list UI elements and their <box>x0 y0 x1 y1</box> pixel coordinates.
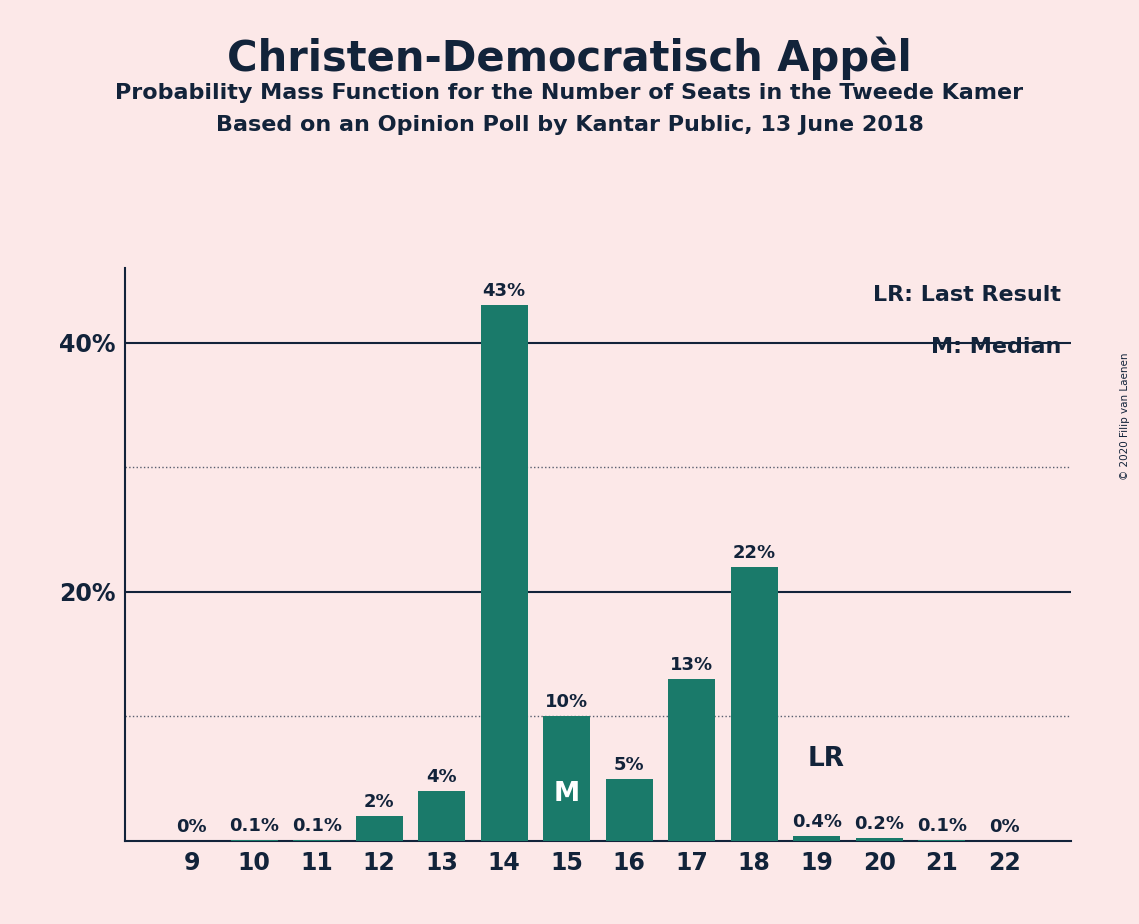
Bar <box>231 840 278 841</box>
Bar <box>355 816 403 841</box>
Text: 0%: 0% <box>989 818 1019 836</box>
Text: 0.1%: 0.1% <box>229 817 279 834</box>
Bar <box>855 838 903 841</box>
Bar <box>793 836 841 841</box>
Text: © 2020 Filip van Laenen: © 2020 Filip van Laenen <box>1120 352 1130 480</box>
Text: 4%: 4% <box>426 768 457 786</box>
Text: 0.1%: 0.1% <box>292 817 342 834</box>
Text: 0.2%: 0.2% <box>854 815 904 833</box>
Text: M: Median: M: Median <box>931 336 1062 357</box>
Text: 0.4%: 0.4% <box>792 813 842 831</box>
Text: 5%: 5% <box>614 756 645 773</box>
Bar <box>418 791 465 841</box>
Text: 2%: 2% <box>363 793 394 811</box>
Bar <box>293 840 341 841</box>
Text: 43%: 43% <box>483 283 526 300</box>
Text: LR: LR <box>808 747 845 772</box>
Text: Based on an Opinion Poll by Kantar Public, 13 June 2018: Based on an Opinion Poll by Kantar Publi… <box>215 115 924 135</box>
Text: 0.1%: 0.1% <box>917 817 967 834</box>
Bar <box>918 840 965 841</box>
Text: 10%: 10% <box>546 693 588 711</box>
Bar <box>481 305 527 841</box>
Bar <box>669 679 715 841</box>
Text: 22%: 22% <box>732 544 776 562</box>
Text: Christen-Democratisch Appèl: Christen-Democratisch Appèl <box>227 37 912 80</box>
Text: LR: Last Result: LR: Last Result <box>874 286 1062 305</box>
Bar <box>543 716 590 841</box>
Text: 13%: 13% <box>670 656 713 674</box>
Text: Probability Mass Function for the Number of Seats in the Tweede Kamer: Probability Mass Function for the Number… <box>115 83 1024 103</box>
Bar <box>606 779 653 841</box>
Bar <box>731 566 778 841</box>
Text: 0%: 0% <box>177 818 207 836</box>
Text: M: M <box>554 781 580 807</box>
